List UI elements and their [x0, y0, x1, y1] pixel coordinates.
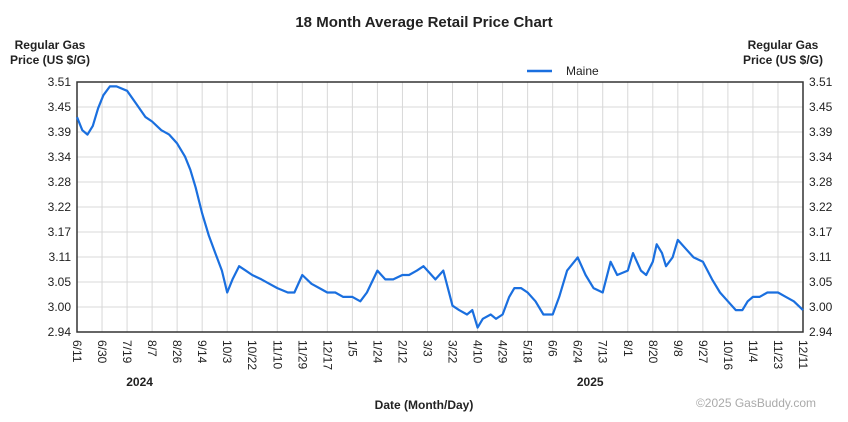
y-tick-label-left: 2.94 — [48, 325, 72, 339]
x-tick-label: 1/5 — [345, 340, 359, 357]
y-tick-label-right: 3.17 — [809, 225, 833, 239]
x-tick-label: 8/20 — [646, 340, 660, 364]
y-tick-label-right: 3.22 — [809, 200, 833, 214]
y-tick-label-right: 3.39 — [809, 125, 833, 139]
chart-title: 18 Month Average Retail Price Chart — [295, 14, 553, 31]
y-axis-label-line1: Regular Gas — [14, 38, 86, 52]
y-tick-label-left: 3.39 — [48, 125, 72, 139]
y-tick-label-left: 3.11 — [49, 250, 72, 264]
y-tick-label-left: 3.45 — [48, 100, 72, 114]
y-tick-label-left: 3.00 — [48, 300, 72, 314]
y-tick-label-right: 3.51 — [809, 75, 833, 89]
y-tick-label-right: 3.34 — [809, 150, 833, 164]
y-tick-label-left: 3.28 — [48, 175, 72, 189]
x-tick-label: 10/16 — [721, 340, 735, 370]
y-tick-label-right: 2.94 — [809, 325, 833, 339]
x-tick-label: 1/24 — [370, 340, 384, 364]
x-tick-label: 11/23 — [771, 340, 785, 369]
y-tick-label-right: 3.45 — [809, 100, 833, 114]
x-tick-label: 7/13 — [596, 340, 610, 364]
x-tick-label: 6/24 — [571, 340, 585, 364]
y-tick-label-right: 3.28 — [809, 175, 833, 189]
copyright: ©2025 GasBuddy.com — [695, 396, 816, 410]
legend-label: Maine — [566, 64, 599, 78]
y-tick-label-right: 3.00 — [809, 300, 833, 314]
y-axis-label-right: Regular Gas Price (US $/G) — [728, 38, 838, 68]
y-axis-label-left: Regular Gas Price (US $/G) — [8, 38, 92, 68]
x-tick-label: 11/4 — [746, 340, 760, 363]
y-axis-label-line2: Price (US $/G) — [9, 53, 91, 67]
x-tick-label: 11/29 — [295, 340, 309, 369]
year-label: 2024 — [126, 375, 153, 389]
x-tick-label: 8/26 — [170, 340, 184, 364]
x-tick-label: 5/18 — [521, 340, 535, 364]
plot-frame — [76, 81, 804, 333]
y-tick-label-left: 3.51 — [48, 75, 72, 89]
x-tick-label: 12/11 — [796, 340, 810, 369]
x-tick-label: 10/22 — [245, 340, 259, 370]
x-tick-label: 6/30 — [95, 340, 109, 364]
x-tick-label: 3/22 — [446, 340, 460, 364]
x-tick-label: 12/17 — [320, 340, 334, 370]
x-tick-label: 4/10 — [471, 340, 485, 364]
y-tick-label-left: 3.34 — [48, 150, 72, 164]
x-tick-label: 8/1 — [621, 340, 635, 357]
y-tick-label-left: 3.05 — [48, 275, 72, 289]
x-tick-label: 7/19 — [120, 340, 134, 364]
x-tick-label: 3/3 — [420, 340, 434, 357]
x-tick-label: 8/7 — [145, 340, 159, 357]
year-label: 2025 — [577, 375, 604, 389]
x-tick-label: 2/12 — [395, 340, 409, 364]
x-tick-label: 10/3 — [220, 340, 234, 364]
x-tick-label: 6/11 — [70, 340, 84, 363]
y-tick-label-right: 3.05 — [809, 275, 833, 289]
y-tick-label-left: 3.22 — [48, 200, 72, 214]
y-axis-label-line1: Regular Gas — [747, 38, 819, 52]
x-tick-label: 6/6 — [546, 340, 560, 357]
x-tick-label: 11/10 — [270, 340, 284, 369]
x-tick-label: 9/27 — [696, 340, 710, 364]
x-tick-label: 4/29 — [496, 340, 510, 364]
y-axis-label-line2: Price (US $/G) — [742, 53, 824, 67]
series-line-maine — [75, 85, 804, 329]
x-axis-title: Date (Month/Day) — [375, 398, 474, 412]
x-tick-label: 9/8 — [671, 340, 685, 357]
y-tick-label-right: 3.11 — [809, 250, 832, 264]
y-tick-label-left: 3.17 — [48, 225, 72, 239]
x-tick-label: 9/14 — [195, 340, 209, 364]
